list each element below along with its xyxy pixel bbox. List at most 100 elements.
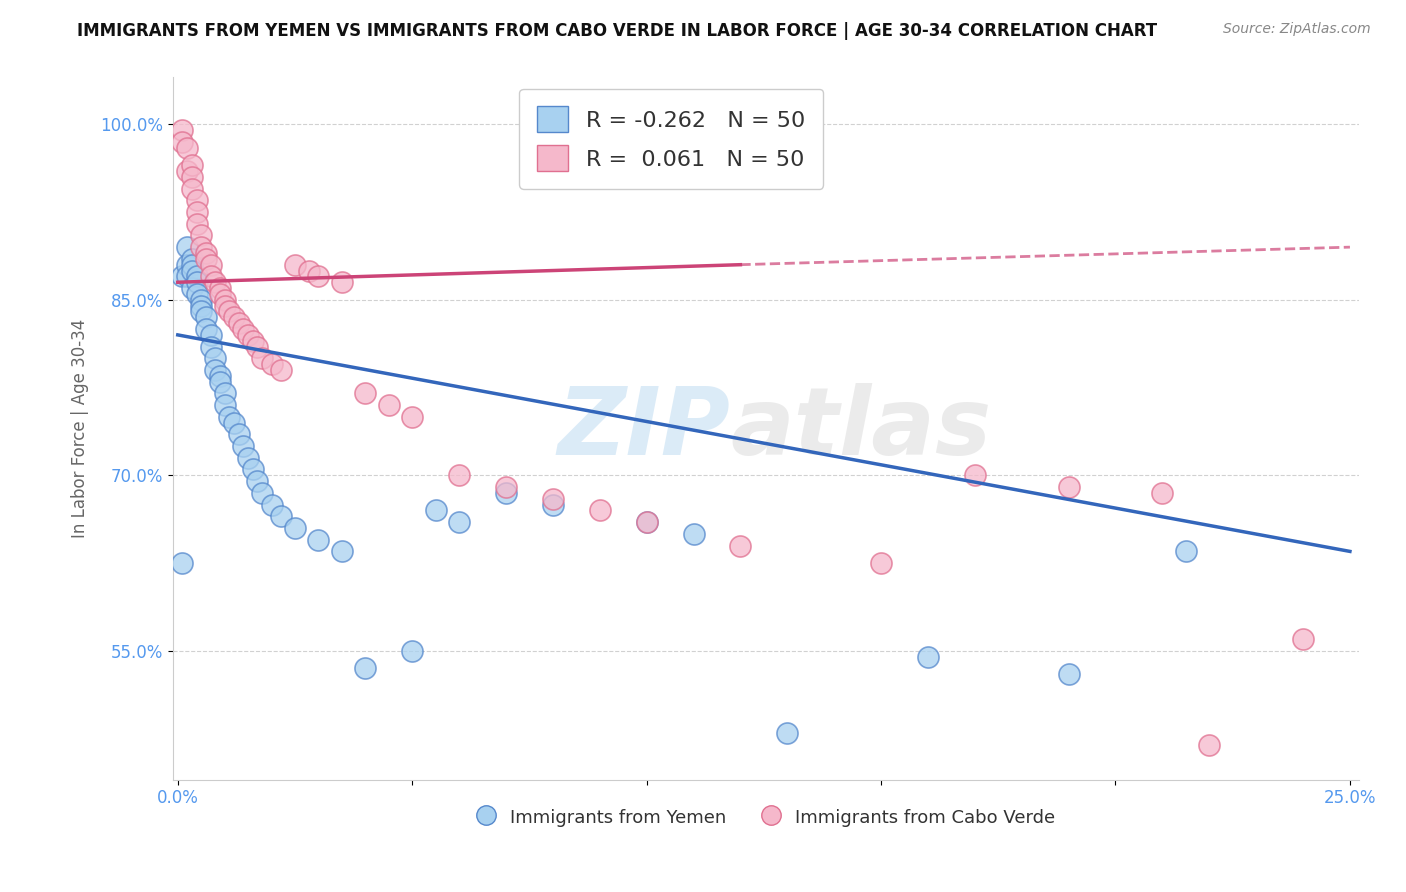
Point bbox=[200, 258, 222, 272]
Point bbox=[222, 310, 245, 325]
Point bbox=[963, 468, 986, 483]
Point bbox=[307, 269, 329, 284]
Text: Source: ZipAtlas.com: Source: ZipAtlas.com bbox=[1223, 22, 1371, 37]
Legend: Immigrants from Yemen, Immigrants from Cabo Verde: Immigrants from Yemen, Immigrants from C… bbox=[470, 800, 1062, 834]
Point bbox=[232, 439, 254, 453]
Point bbox=[200, 340, 222, 354]
Point bbox=[180, 252, 202, 266]
Point bbox=[870, 556, 893, 570]
Point bbox=[200, 327, 222, 342]
Point bbox=[172, 556, 194, 570]
Point bbox=[180, 281, 202, 295]
Point bbox=[190, 240, 212, 254]
Point bbox=[776, 726, 799, 740]
Point bbox=[730, 539, 752, 553]
Point bbox=[204, 363, 226, 377]
Y-axis label: In Labor Force | Age 30-34: In Labor Force | Age 30-34 bbox=[72, 319, 89, 538]
Point bbox=[425, 503, 447, 517]
Point bbox=[190, 304, 212, 318]
Point bbox=[495, 480, 517, 494]
Point bbox=[354, 661, 377, 675]
Point bbox=[218, 409, 240, 424]
Point bbox=[214, 299, 236, 313]
Point bbox=[250, 351, 273, 366]
Point bbox=[190, 293, 212, 307]
Point bbox=[214, 398, 236, 412]
Point bbox=[589, 503, 612, 517]
Text: IMMIGRANTS FROM YEMEN VS IMMIGRANTS FROM CABO VERDE IN LABOR FORCE | AGE 30-34 C: IMMIGRANTS FROM YEMEN VS IMMIGRANTS FROM… bbox=[77, 22, 1157, 40]
Point bbox=[232, 322, 254, 336]
Point bbox=[250, 486, 273, 500]
Point bbox=[330, 275, 353, 289]
Text: atlas: atlas bbox=[731, 383, 991, 475]
Point bbox=[176, 240, 198, 254]
Point bbox=[636, 515, 658, 529]
Point bbox=[176, 164, 198, 178]
Point bbox=[180, 258, 202, 272]
Point bbox=[200, 269, 222, 284]
Point bbox=[1057, 480, 1080, 494]
Point bbox=[1152, 486, 1174, 500]
Point bbox=[172, 135, 194, 149]
Point bbox=[541, 498, 564, 512]
Point bbox=[180, 158, 202, 172]
Point bbox=[636, 515, 658, 529]
Point bbox=[270, 509, 292, 524]
Point bbox=[194, 246, 217, 260]
Point bbox=[270, 363, 292, 377]
Point bbox=[330, 544, 353, 558]
Point bbox=[222, 416, 245, 430]
Point bbox=[401, 409, 423, 424]
Point bbox=[176, 141, 198, 155]
Point bbox=[176, 269, 198, 284]
Point bbox=[194, 310, 217, 325]
Point bbox=[208, 287, 231, 301]
Point bbox=[495, 486, 517, 500]
Point bbox=[186, 269, 208, 284]
Point bbox=[307, 533, 329, 547]
Point bbox=[180, 263, 202, 277]
Point bbox=[236, 327, 259, 342]
Point bbox=[194, 252, 217, 266]
Point bbox=[194, 322, 217, 336]
Point bbox=[449, 468, 471, 483]
Point bbox=[682, 526, 704, 541]
Point bbox=[1292, 632, 1315, 647]
Point bbox=[377, 398, 399, 412]
Point bbox=[236, 450, 259, 465]
Point bbox=[354, 386, 377, 401]
Point bbox=[917, 649, 939, 664]
Point bbox=[208, 375, 231, 389]
Point bbox=[208, 368, 231, 383]
Point bbox=[180, 169, 202, 184]
Point bbox=[176, 258, 198, 272]
Text: ZIP: ZIP bbox=[558, 383, 731, 475]
Point bbox=[214, 293, 236, 307]
Point bbox=[246, 474, 269, 488]
Point bbox=[260, 357, 283, 371]
Point bbox=[1198, 738, 1220, 752]
Point bbox=[228, 316, 250, 330]
Point bbox=[284, 521, 307, 535]
Point bbox=[242, 334, 264, 348]
Point bbox=[449, 515, 471, 529]
Point bbox=[1174, 544, 1197, 558]
Point bbox=[180, 181, 202, 195]
Point bbox=[284, 258, 307, 272]
Point bbox=[1057, 667, 1080, 681]
Point bbox=[260, 498, 283, 512]
Point bbox=[204, 275, 226, 289]
Point bbox=[186, 287, 208, 301]
Point bbox=[246, 340, 269, 354]
Point bbox=[186, 275, 208, 289]
Point bbox=[541, 491, 564, 506]
Point bbox=[298, 263, 321, 277]
Point bbox=[228, 427, 250, 442]
Point bbox=[218, 304, 240, 318]
Point bbox=[204, 351, 226, 366]
Point bbox=[186, 217, 208, 231]
Point bbox=[172, 123, 194, 137]
Point bbox=[401, 644, 423, 658]
Point bbox=[186, 194, 208, 208]
Point bbox=[242, 462, 264, 476]
